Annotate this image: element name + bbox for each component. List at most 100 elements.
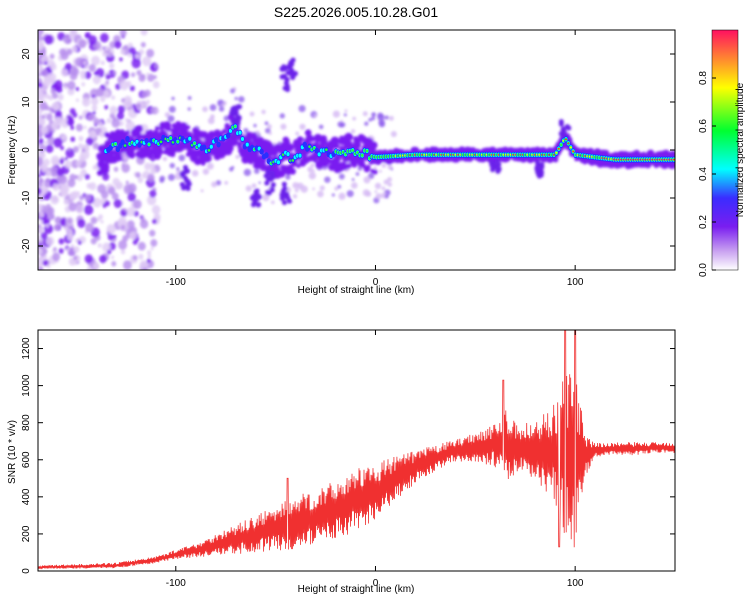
heatmap-excursion-blob: [281, 181, 287, 187]
heatmap-excursion-blob: [235, 114, 241, 120]
heatmap-scatter-blob: [262, 194, 270, 202]
heatmap-noise-blob: [66, 217, 73, 225]
ridge-green: [344, 152, 347, 156]
heatmap-noise-blob: [76, 174, 83, 182]
heatmap-noise-blob: [75, 57, 84, 67]
heatmap-band-blob: [156, 148, 164, 156]
heatmap-noise-blob: [66, 48, 73, 55]
heatmap-noise-blob: [111, 261, 117, 267]
heatmap-noise-blob: [113, 234, 117, 239]
heatmap-noise-blob: [135, 53, 141, 60]
heatmap-noise-blob: [151, 205, 161, 215]
heatmap-noise-blob: [81, 82, 86, 87]
ridge-cyan: [245, 142, 249, 147]
ridge-red: [567, 142, 570, 145]
heatmap-noise-blob: [92, 75, 101, 85]
heatmap-band-blob: [346, 163, 352, 169]
snr-y-tick-label: 1200: [21, 337, 32, 360]
heatmap-noise-blob: [106, 224, 116, 235]
heatmap-scatter-blob: [384, 194, 389, 199]
heatmap-noise-blob: [91, 55, 100, 66]
heatmap-band-blob: [285, 143, 295, 152]
heatmap-noise-blob: [116, 111, 125, 120]
heatmap-noise-blob: [107, 233, 114, 241]
heatmap-noise-blob: [80, 73, 86, 80]
heatmap-noise-blob: [39, 226, 44, 232]
heatmap-scatter-blob: [200, 189, 204, 193]
heatmap-noise-blob: [57, 93, 64, 101]
heatmap-noise-blob: [82, 169, 86, 173]
heatmap-band-blob: [289, 168, 296, 175]
heatmap-scatter-blob: [298, 105, 306, 113]
heatmap-excursion-blob: [257, 194, 263, 200]
heatmap-noise-blob: [70, 244, 75, 248]
snr-y-tick-label: 200: [21, 525, 32, 542]
ridge-green: [159, 140, 163, 144]
ridge-green: [313, 146, 316, 150]
heatmap-noise-blob: [149, 229, 156, 237]
heatmap-scatter-blob: [355, 172, 360, 176]
heatmap-noise-blob: [113, 199, 122, 209]
heatmap-scatter-blob: [295, 131, 300, 136]
heatmap-noise-blob: [142, 56, 152, 67]
spectrogram-y-tick-label: 10: [21, 96, 32, 108]
heatmap-noise-blob: [71, 45, 78, 53]
heatmap-noise-blob: [99, 131, 105, 138]
heatmap-noise-blob: [44, 34, 53, 45]
heatmap-excursion-blob: [250, 202, 256, 208]
heatmap-noise-blob: [45, 144, 54, 154]
heatmap-scatter-blob: [381, 186, 386, 191]
heatmap-band-blob: [138, 125, 143, 130]
heatmap-noise-blob: [146, 48, 155, 58]
heatmap-noise-blob: [104, 105, 109, 110]
heatmap-scatter-blob: [187, 107, 191, 111]
heatmap-noise-blob: [85, 137, 94, 146]
heatmap-noise-blob: [150, 167, 157, 175]
heatmap-excursion-blob: [254, 188, 260, 194]
heatmap-band-blob: [320, 138, 327, 145]
heatmap-scatter-blob: [312, 187, 315, 191]
heatmap-noise-blob: [89, 130, 97, 139]
heatmap-scatter-blob: [167, 115, 175, 123]
heatmap-excursion-blob: [494, 157, 500, 163]
heatmap-excursion-blob: [281, 200, 287, 206]
heatmap-noise-blob: [137, 241, 146, 251]
heatmap-scatter-blob: [251, 183, 257, 189]
ridge-blue: [225, 132, 231, 139]
heatmap-scatter-blob: [267, 124, 272, 129]
heatmap-noise-blob: [58, 248, 64, 254]
heatmap-noise-blob: [65, 148, 75, 159]
heatmap-noise-blob: [42, 259, 48, 266]
heatmap-band-blob: [203, 154, 212, 163]
snr-y-tick-label: 0: [21, 568, 32, 574]
heatmap-noise-blob: [63, 85, 68, 90]
heatmap-scatter-blob: [167, 173, 175, 181]
heatmap-noise-blob: [93, 71, 98, 76]
heatmap-scatter-blob: [243, 127, 249, 133]
heatmap-noise-blob: [38, 30, 44, 36]
ridge-green: [193, 141, 196, 145]
heatmap-noise-blob: [61, 134, 67, 141]
heatmap-noise-blob: [45, 203, 51, 210]
heatmap-noise-blob: [55, 110, 62, 118]
heatmap-scatter-blob: [374, 182, 382, 190]
heatmap-noise-blob: [109, 62, 115, 69]
heatmap-noise-blob: [87, 113, 94, 122]
heatmap-noise-blob: [74, 174, 79, 180]
heatmap-noise-blob: [67, 233, 74, 241]
heatmap-noise-blob: [154, 64, 158, 69]
heatmap-band-blob: [168, 145, 177, 154]
heatmap-noise-blob: [147, 254, 152, 259]
snr-y-tick-label: 600: [21, 451, 32, 468]
spectrogram-y-tick-label: 20: [21, 48, 32, 60]
heatmap-noise-blob: [70, 125, 75, 130]
heatmap-noise-blob: [68, 202, 77, 212]
ridge-green: [123, 144, 127, 147]
heatmap-scatter-blob: [371, 116, 376, 121]
heatmap-band-blob: [125, 130, 130, 135]
heatmap-noise-blob: [67, 178, 76, 188]
heatmap-noise-blob: [129, 231, 138, 240]
ridge-green: [365, 149, 369, 153]
heatmap-noise-blob: [77, 240, 82, 245]
heatmap-excursion-blob: [269, 174, 275, 180]
